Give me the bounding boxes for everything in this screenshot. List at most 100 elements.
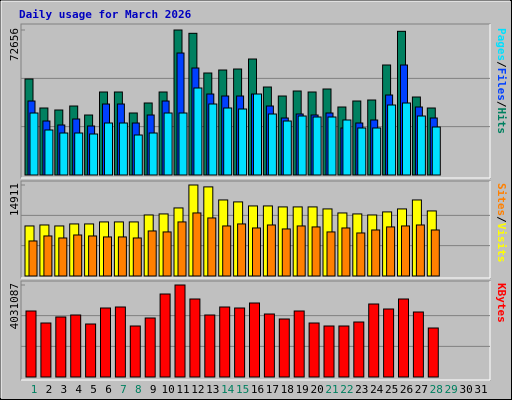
bar (222, 225, 232, 277)
bar (74, 132, 84, 176)
bar (118, 122, 128, 176)
bar (70, 314, 82, 378)
bar (55, 316, 67, 378)
bar (383, 308, 395, 378)
legend: KBytes (495, 283, 508, 323)
bar (282, 120, 292, 176)
legend-entry: KBytes (495, 283, 508, 323)
bar (253, 93, 262, 176)
x-tick-label: 23 (355, 383, 368, 396)
bar (387, 104, 397, 176)
bar (25, 310, 37, 378)
x-tick-label: 26 (400, 383, 413, 396)
bar (29, 112, 39, 176)
bar (412, 311, 424, 378)
bar (427, 327, 439, 378)
bar (398, 298, 409, 378)
bar (147, 230, 157, 277)
bar (73, 234, 83, 277)
legend-entry: Sites (495, 183, 508, 216)
x-tick-label: 10 (161, 383, 174, 396)
bar (430, 229, 440, 277)
legend-entry: Files (495, 68, 508, 101)
bar (104, 122, 113, 176)
bar (237, 223, 247, 277)
x-tick-label: 27 (415, 383, 428, 396)
bar (189, 298, 201, 378)
bar (252, 227, 261, 277)
bar (88, 235, 98, 277)
x-tick-label: 2 (46, 383, 53, 396)
bar (174, 284, 186, 378)
bar (148, 132, 158, 176)
legend-entry: Pages (495, 28, 508, 61)
bar (163, 112, 173, 176)
x-tick-label: 8 (135, 383, 142, 396)
bar (372, 127, 382, 176)
bar (353, 321, 365, 378)
bar (85, 323, 97, 378)
bar (266, 224, 276, 277)
bar (144, 317, 156, 378)
x-tick-label: 15 (236, 383, 249, 396)
bar (178, 112, 188, 176)
bar (297, 115, 307, 176)
x-tick-label: 30 (459, 383, 472, 396)
x-tick-label: 20 (310, 383, 323, 396)
x-tick-label: 5 (90, 383, 97, 396)
bar (59, 132, 69, 176)
bar (326, 231, 336, 277)
x-tick-label: 28 (430, 383, 443, 396)
x-tick-label: 25 (385, 383, 398, 396)
bar (162, 231, 172, 277)
bar (308, 322, 320, 378)
bar (278, 318, 290, 378)
bar (177, 221, 187, 277)
legend-entry: Visits (495, 223, 508, 263)
bar (327, 116, 337, 176)
bar (132, 237, 142, 277)
x-tick-label: 1 (31, 383, 38, 396)
bar (293, 310, 305, 378)
bar (311, 226, 321, 277)
x-tick-label: 4 (75, 383, 82, 396)
x-tick-label: 17 (266, 383, 279, 396)
bar (249, 302, 260, 378)
bar (263, 313, 275, 378)
bar (416, 115, 426, 176)
bar (312, 116, 322, 176)
x-tick-label: 9 (150, 383, 157, 396)
bar (40, 322, 52, 378)
bar (207, 217, 217, 277)
bar (193, 87, 203, 176)
bar (415, 224, 425, 277)
x-tick-label: 21 (325, 383, 338, 396)
bar (44, 129, 54, 176)
bar (281, 228, 291, 277)
y-tick-label: 4031087 (8, 283, 21, 329)
bar (338, 325, 350, 378)
legend-separator: / (495, 101, 508, 108)
bar (208, 103, 218, 176)
legend-entry: Hits (495, 108, 508, 135)
bar (238, 108, 248, 176)
bar (296, 225, 306, 277)
y-tick-label: 14911 (8, 183, 21, 216)
bar (28, 240, 38, 277)
bar (204, 314, 216, 378)
bar (431, 126, 441, 176)
x-tick-label: 14 (221, 383, 235, 396)
bar (133, 134, 143, 176)
x-tick-label: 19 (296, 383, 309, 396)
legend-separator: / (495, 216, 508, 223)
bar (219, 306, 231, 378)
bar (323, 325, 335, 378)
legend: Pages/Files/Hits (495, 28, 508, 134)
x-tick-label: 16 (251, 383, 264, 396)
x-tick-label: 11 (176, 383, 189, 396)
x-tick-label: 7 (120, 383, 127, 396)
x-tick-label: 3 (60, 383, 67, 396)
bar (401, 225, 410, 277)
x-tick-label: 29 (445, 383, 458, 396)
